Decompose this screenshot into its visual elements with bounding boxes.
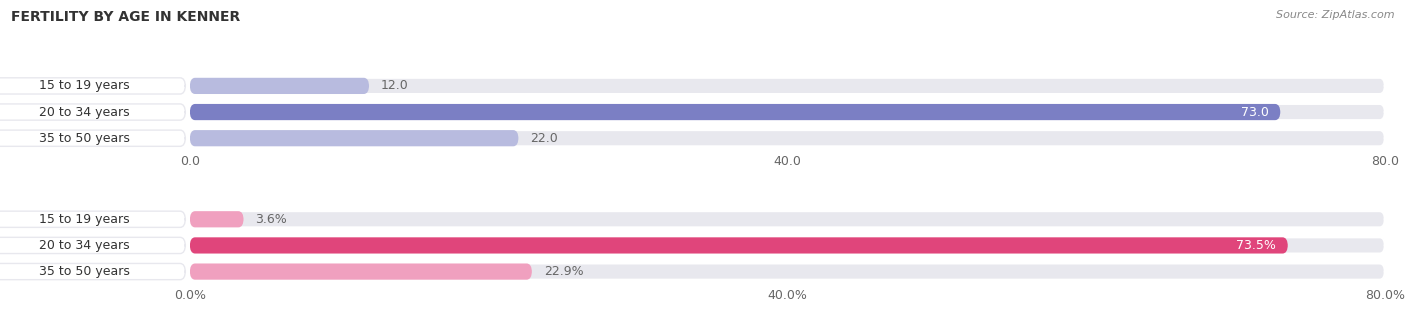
FancyBboxPatch shape xyxy=(0,263,186,280)
Text: 20 to 34 years: 20 to 34 years xyxy=(39,106,129,118)
Text: 15 to 19 years: 15 to 19 years xyxy=(39,79,129,92)
FancyBboxPatch shape xyxy=(190,78,370,94)
FancyBboxPatch shape xyxy=(0,211,186,227)
FancyBboxPatch shape xyxy=(0,237,186,254)
Text: 3.6%: 3.6% xyxy=(256,213,287,226)
Text: 73.0: 73.0 xyxy=(1240,106,1268,118)
FancyBboxPatch shape xyxy=(190,211,1385,227)
FancyBboxPatch shape xyxy=(190,237,1288,254)
Text: 22.9%: 22.9% xyxy=(544,265,583,278)
FancyBboxPatch shape xyxy=(190,130,519,146)
Text: Source: ZipAtlas.com: Source: ZipAtlas.com xyxy=(1277,10,1395,20)
FancyBboxPatch shape xyxy=(190,104,1385,120)
FancyBboxPatch shape xyxy=(190,78,1385,94)
FancyBboxPatch shape xyxy=(0,130,186,146)
Text: 35 to 50 years: 35 to 50 years xyxy=(39,132,129,145)
Text: 35 to 50 years: 35 to 50 years xyxy=(39,265,129,278)
FancyBboxPatch shape xyxy=(190,104,1281,120)
FancyBboxPatch shape xyxy=(0,104,186,120)
FancyBboxPatch shape xyxy=(190,211,243,227)
FancyBboxPatch shape xyxy=(0,78,186,94)
Text: 12.0: 12.0 xyxy=(381,79,409,92)
FancyBboxPatch shape xyxy=(190,263,1385,280)
Text: 22.0: 22.0 xyxy=(530,132,558,145)
FancyBboxPatch shape xyxy=(190,263,531,280)
FancyBboxPatch shape xyxy=(190,130,1385,146)
Text: 73.5%: 73.5% xyxy=(1236,239,1275,252)
Text: FERTILITY BY AGE IN KENNER: FERTILITY BY AGE IN KENNER xyxy=(11,10,240,24)
Text: 15 to 19 years: 15 to 19 years xyxy=(39,213,129,226)
Text: 20 to 34 years: 20 to 34 years xyxy=(39,239,129,252)
FancyBboxPatch shape xyxy=(190,237,1385,254)
